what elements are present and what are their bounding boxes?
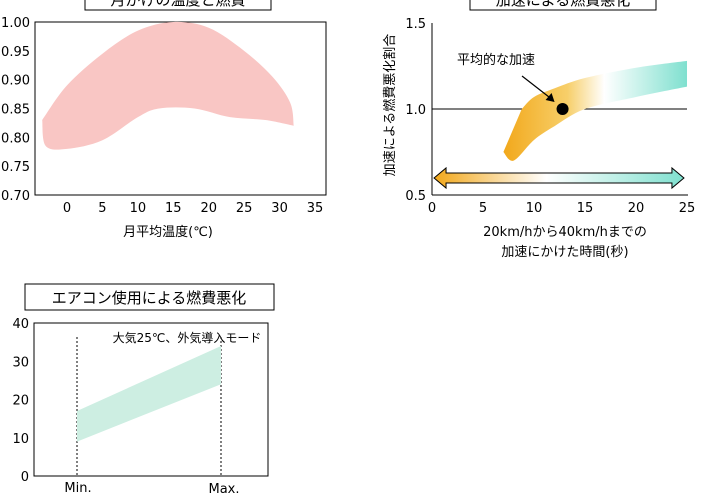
chart1-y-tick: 0.85: [1, 103, 30, 118]
chart2-range-arrow: [433, 166, 685, 190]
chart1-x-tick: 30: [271, 201, 288, 216]
chart3-title-box: [24, 283, 275, 311]
chart1-title-box: [84, 0, 272, 11]
chart3-y-tick: 40: [12, 317, 29, 332]
chart1-x-tick: 35: [307, 201, 324, 216]
chart3-y-tick: 10: [12, 432, 29, 447]
chart3-x-tick-min: Min.: [64, 481, 91, 495]
chart2-x-tick: 10: [526, 201, 543, 216]
chart2-range-arrow-shape: [433, 166, 685, 190]
chart3-band: [77, 345, 221, 442]
chart1-x-tick: 10: [130, 201, 147, 216]
chart1-band: [42, 21, 294, 150]
chart1-x-tick: 25: [236, 201, 253, 216]
chart1-y-tick: 0.90: [1, 74, 30, 89]
chart-acceleration: 加速による燃費悪化 平均的な加速 0.5 1.0 1.5 0 5 10 15 20 25 加速…: [382, 0, 695, 260]
chart1-y-tick: 0.70: [1, 189, 30, 204]
chart2-annotation-text: 平均的な加速: [457, 52, 535, 68]
chart1-y-tick: 0.80: [1, 131, 30, 146]
chart2-annotation-arrowhead: [545, 93, 555, 102]
chart3-annotation: 大気25℃、外気導入モード: [113, 330, 262, 345]
chart1-x-tick: 0: [63, 201, 71, 216]
chart2-annotation-pointer: [521, 75, 552, 100]
chart1-title-text: 月がけの温度と燃費: [110, 0, 245, 9]
chart2-x-tick: 5: [479, 201, 487, 216]
chart1-x-tick: 5: [98, 201, 106, 216]
chart3-title: エアコン使用による燃費悪化: [52, 289, 247, 307]
chart2-x-tick: 0: [428, 201, 436, 216]
chart1-y-tick: 0.95: [1, 45, 30, 60]
chart3-y-tick: 0: [21, 470, 29, 485]
chart2-y-tick: 1.0: [405, 103, 426, 118]
chart1-x-tick: 15: [165, 201, 182, 216]
chart2-y-tick: 0.5: [405, 189, 426, 204]
chart2-x-tick: 20: [628, 201, 645, 216]
chart1-x-tick: 20: [200, 201, 217, 216]
chart2-y-tick: 1.5: [405, 17, 426, 32]
chart-temperature: 月がけの温度と燃費 0.70 0.75 0.80 0.85 0.90 0.95 1.00 0…: [1, 0, 327, 240]
chart1-x-axis-label: 月平均温度(℃): [123, 224, 213, 240]
chart2-x-ticks: 0 5 10 15 20 25: [428, 201, 695, 216]
chart2-x-label-line1: 20km/hから40km/hまでの: [483, 225, 647, 240]
chart2-title-text: 加速による燃費悪化: [496, 0, 631, 9]
chart2-band: [503, 60, 687, 161]
chart2-y-ticks: 0.5 1.0 1.5: [405, 17, 426, 204]
chart1-y-tick: 1.00: [1, 16, 30, 31]
chart2-x-tick: 15: [577, 201, 594, 216]
chart1-x-ticks: 0 5 10 15 20 25 30 35: [63, 201, 323, 216]
chart2-y-axis-label: 加速による燃費悪化割合: [382, 34, 398, 177]
chart3-y-ticks: 0 10 20 30 40: [12, 317, 29, 485]
chart2-average-marker: [556, 103, 569, 115]
chart2-title-box: [469, 0, 657, 11]
chart3-y-tick: 30: [12, 355, 29, 370]
chart3-x-tick-max: Max.: [208, 482, 239, 495]
chart1-y-ticks: 0.70 0.75 0.80 0.85 0.90 0.95 1.00: [1, 16, 30, 204]
chart3-plot-frame: [33, 322, 269, 477]
chart2-x-tick: 25: [679, 201, 696, 216]
chart3-y-tick: 20: [12, 394, 29, 409]
chart1-y-tick: 0.75: [1, 160, 30, 175]
chart-aircon: エアコン使用による燃費悪化 大気25℃、外気導入モード 0 10 20 30 40 Mi…: [12, 283, 275, 495]
chart2-x-label-line2: 加速にかけた時間(秒): [501, 245, 628, 260]
